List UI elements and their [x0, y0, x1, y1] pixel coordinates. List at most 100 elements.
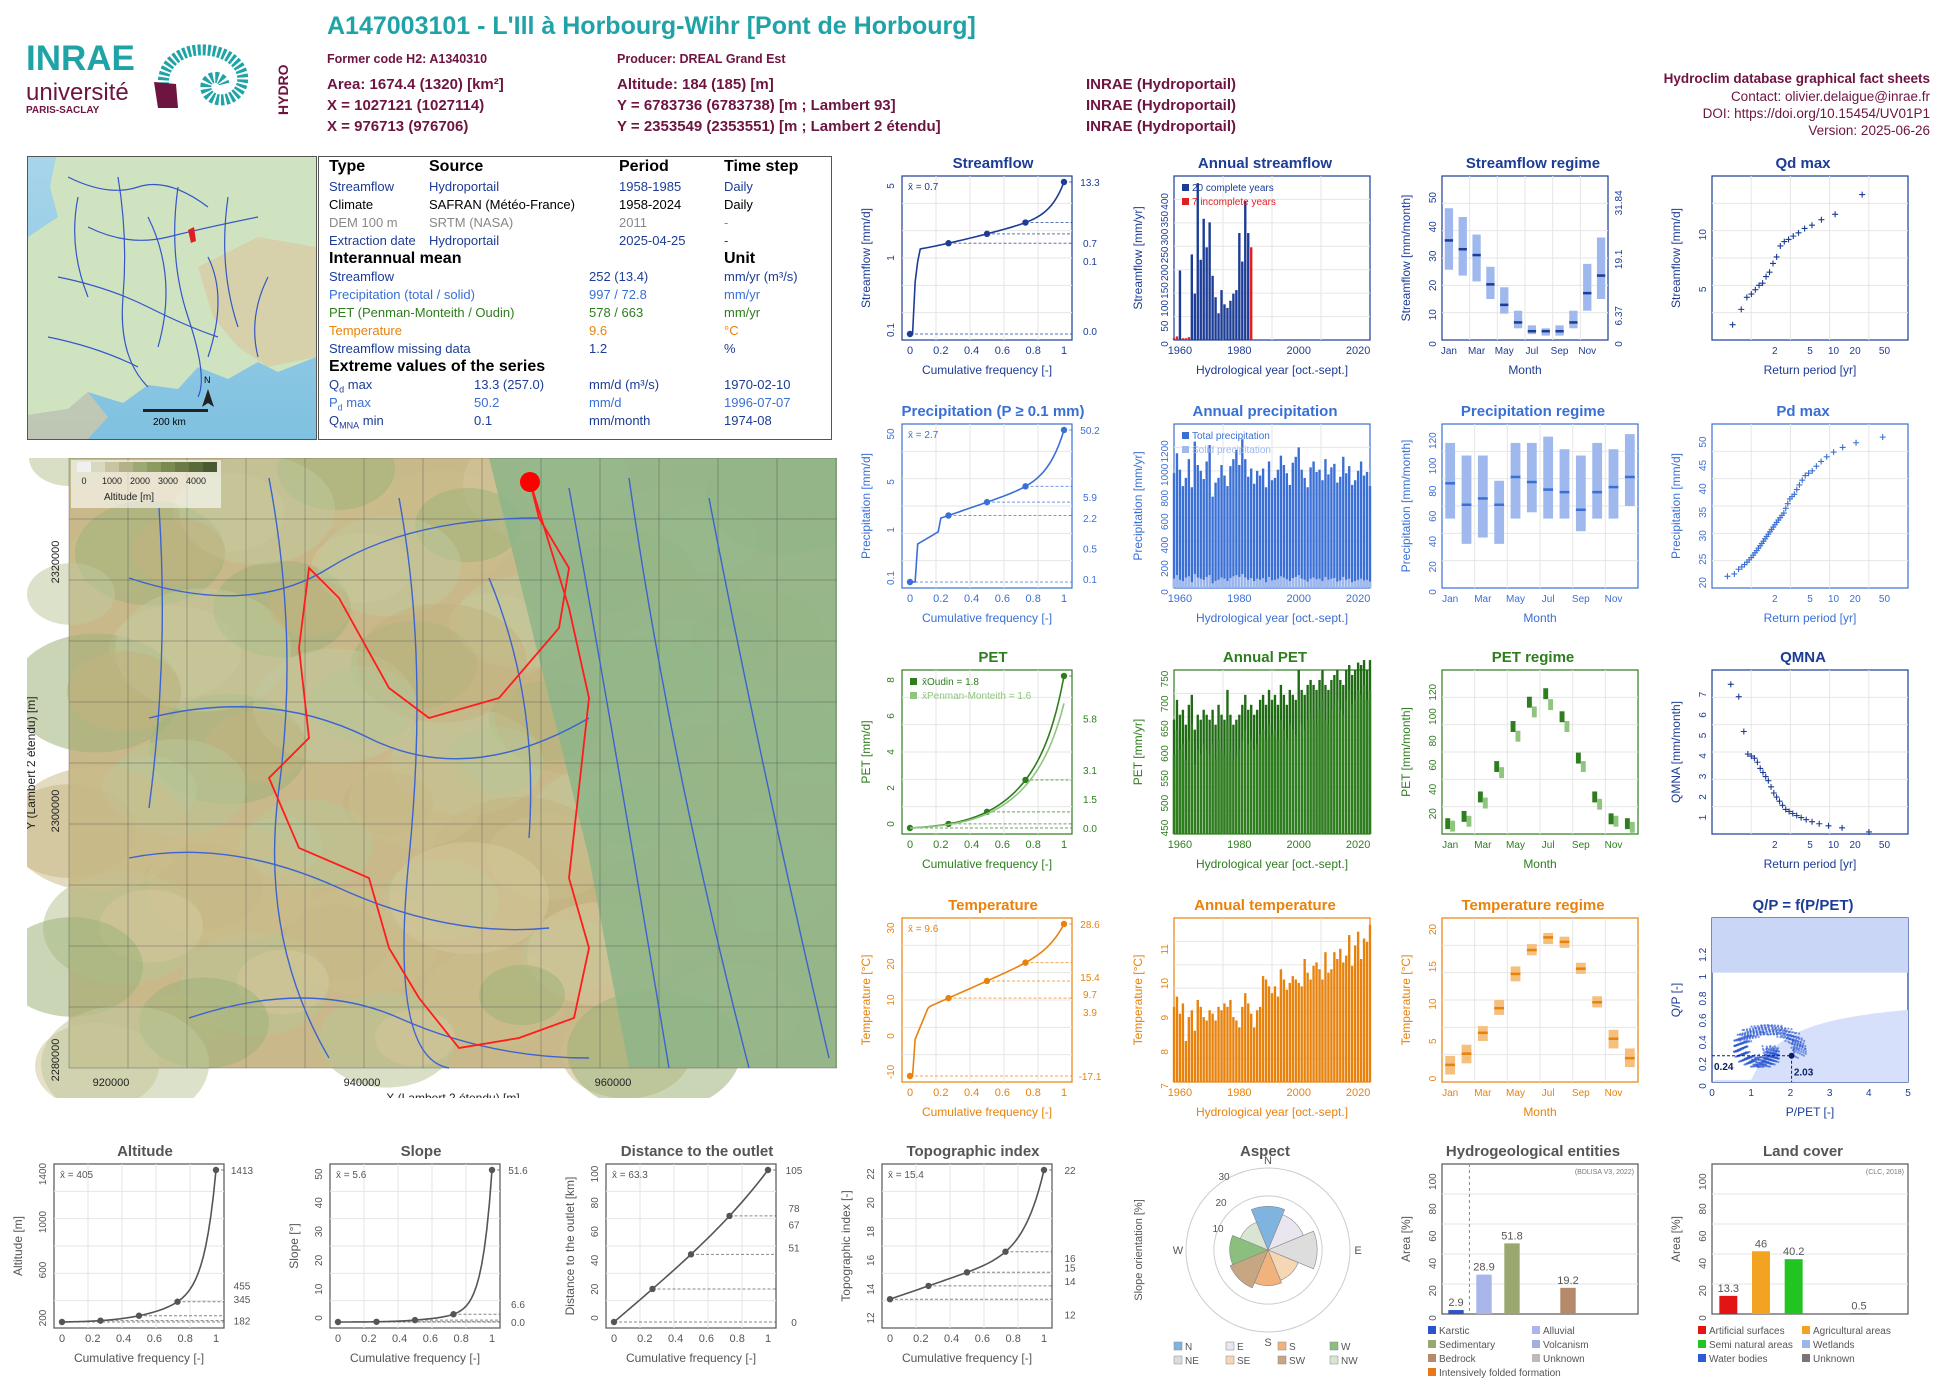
- source-name: SRTM (NASA): [429, 215, 514, 230]
- ann_t-bar: [1333, 952, 1336, 1082]
- qdmax-point: [1729, 321, 1736, 328]
- ann_q-bar: [1199, 259, 1202, 340]
- chart-panel-aspect: Aspect Slope orientation [%] 10 20 30 N E S W N E S…: [1130, 1140, 1380, 1372]
- aspect-legend-swatch: [1329, 1341, 1339, 1351]
- ann_pet-bar: [1229, 749, 1232, 834]
- qp-point: [1733, 1044, 1736, 1048]
- ann_p-bar: [1279, 455, 1283, 588]
- cdf_topo-quantile-label: 14: [1064, 1277, 1076, 1288]
- aspect-legend-label: NW: [1341, 1356, 1358, 1367]
- north-arrow-icon: [202, 389, 214, 407]
- qp-point: [1800, 1053, 1803, 1056]
- source-type: Extraction date: [329, 233, 416, 248]
- qp-y-tick: 1: [1698, 973, 1709, 979]
- altitude-legend-title: Altitude [m]: [104, 492, 154, 503]
- qmna-point: [1789, 810, 1796, 817]
- cdf_topo-quantile-label: 15: [1064, 1263, 1076, 1274]
- reg_pet-y-tick: 120: [1428, 683, 1439, 700]
- qp-point: [1797, 1032, 1801, 1035]
- reg_q-box: [1444, 208, 1454, 270]
- ann_p-bar: [1350, 484, 1354, 588]
- qdmax-x-tick: 10: [1828, 346, 1840, 357]
- qmna-point: [1759, 769, 1766, 776]
- chart-panel-precipitation-regime: Precipitation regime Precipitation [mm/mo…: [1398, 400, 1648, 632]
- ann_t-bar: [1250, 1013, 1253, 1082]
- altitude-legend-swatch: [91, 462, 105, 472]
- landcover-legend-swatch: [1802, 1354, 1810, 1362]
- ann_p-bar-solid: [1241, 573, 1244, 588]
- qp-point: [1768, 1045, 1772, 1049]
- ann_q-bar: [1214, 297, 1217, 340]
- cdf_t-quantile-point: [1022, 959, 1029, 966]
- extreme-value: 13.3 (257.0): [474, 377, 545, 392]
- cdf_t-y-tick: 20: [886, 958, 897, 970]
- reg_pet-y-tick: 20: [1428, 808, 1439, 820]
- aspect-legend-swatch: [1277, 1341, 1287, 1351]
- cdf_pet-y-tick: 8: [886, 677, 897, 683]
- qp-point: [1802, 1054, 1805, 1057]
- altitude-legend-swatch: [203, 462, 217, 472]
- altitude-legend-tick: 3000: [158, 476, 178, 486]
- ann_p-y-tick: 0: [1160, 589, 1171, 595]
- ann_q-bar: [1241, 261, 1244, 340]
- ann_pet-y-tick: 500: [1160, 794, 1171, 811]
- ann_p-bar-solid: [1318, 578, 1321, 588]
- ann_t-title: Annual temperature: [1194, 897, 1336, 914]
- cdf_topo-x-tick: 1: [1041, 1333, 1047, 1345]
- reg_p-y-tick: 0: [1428, 589, 1439, 595]
- ann_q-y-tick: 350: [1160, 210, 1171, 227]
- hydrogeo-source-note: (BDLISA V3, 2022): [1575, 1169, 1634, 1176]
- reg_t-x-tick: Jan: [1442, 1088, 1458, 1099]
- station-info-box: Type Source Period Time step Streamflow Hydro…: [318, 156, 832, 440]
- reg_p-y-tick: 80: [1428, 485, 1439, 497]
- cdf_topo-y-tick: 14: [866, 1283, 877, 1295]
- ann_pet-bar: [1350, 704, 1354, 834]
- terrain-patch: [9, 766, 187, 892]
- pdmax-x-tick: 50: [1879, 594, 1891, 605]
- qp-point: [1772, 1028, 1775, 1032]
- ann_p-bar-solid: [1187, 576, 1191, 588]
- ann_p-bar: [1365, 472, 1369, 588]
- hydrogeo-legend-label: Unknown: [1543, 1354, 1585, 1365]
- qp-point: [1733, 1039, 1736, 1042]
- qmna-point: [1773, 794, 1780, 801]
- ann_p-bar: [1255, 470, 1259, 588]
- ann_q-bar: [1226, 307, 1229, 340]
- aspect-ring-label: 30: [1218, 1172, 1230, 1183]
- ann_t-bar: [1255, 1010, 1259, 1082]
- qp-point: [1745, 1029, 1749, 1032]
- landcover-legend-label: Unknown: [1813, 1354, 1855, 1365]
- ann_q-bar: [1187, 337, 1191, 340]
- reg_q-y-tick: 30: [1428, 250, 1439, 262]
- qmna-point: [1740, 728, 1747, 735]
- ann_q-y-tick: 200: [1160, 264, 1171, 281]
- landcover-legend-swatch: [1802, 1340, 1810, 1348]
- qp-point: [1793, 1043, 1796, 1046]
- reg_pet-x-tick: Mar: [1474, 840, 1492, 851]
- qp-point: [1775, 1028, 1778, 1032]
- reg_pet-box-pm: [1445, 818, 1451, 830]
- extreme-var-suffix: max: [344, 377, 373, 392]
- qmna-point: [1768, 783, 1775, 790]
- ann_q-bar: [1190, 254, 1194, 340]
- qp-point: [1742, 1046, 1745, 1050]
- qp-point: [1765, 1030, 1768, 1034]
- qp-point: [1739, 1059, 1743, 1063]
- qp-point: [1754, 1056, 1757, 1059]
- cdf_pet-quantile-label: 0.0: [1083, 824, 1097, 835]
- ann_t-bar: [1199, 1006, 1202, 1082]
- qp-point: [1752, 1063, 1755, 1066]
- terrain-patch: [375, 1010, 455, 1066]
- ann_pet-bar: [1356, 689, 1360, 834]
- info-header-type: Type: [329, 158, 366, 175]
- qp-point: [1748, 1060, 1751, 1063]
- qp-point: [1790, 1035, 1793, 1038]
- source-timestep: Daily: [724, 197, 753, 212]
- pdmax-svg: Pd max Precipitation [mm/d] Return period …: [1669, 403, 1909, 625]
- extreme-var-symbol: P: [329, 395, 338, 410]
- river: [128, 851, 550, 931]
- pdmax-y-tick: 35: [1698, 506, 1709, 518]
- ann_p-svg: Annual precipitation Precipitation [mm/yr…: [1131, 403, 1372, 625]
- reg_pet-box-oudin: [1613, 815, 1619, 827]
- interannual-value: 9.6: [589, 323, 608, 338]
